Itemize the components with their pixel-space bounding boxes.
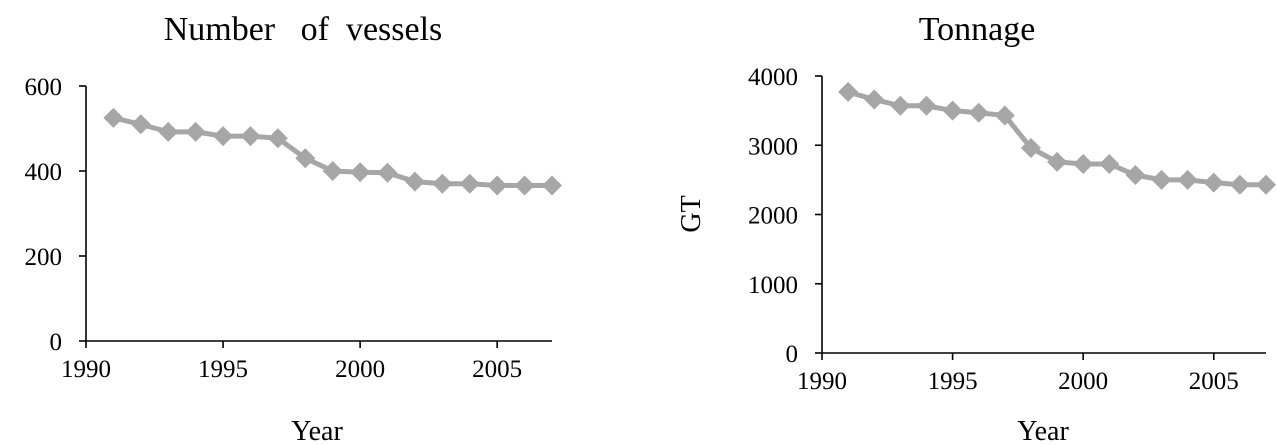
- x-tick-label: 1990: [797, 368, 847, 395]
- data-point-marker: [322, 161, 343, 181]
- data-point-marker: [185, 121, 206, 142]
- y-axis-ticks: 0 200 400 600: [25, 74, 86, 356]
- data-point-marker: [1073, 153, 1094, 174]
- data-point-marker: [459, 173, 480, 194]
- data-point-marker: [240, 126, 261, 147]
- data-point-marker: [1256, 174, 1276, 195]
- x-tick-label: 1990: [61, 356, 111, 383]
- x-tick-label: 2005: [1189, 368, 1239, 395]
- y-tick-label: 200: [25, 244, 63, 271]
- data-point-marker: [487, 175, 508, 196]
- data-point-marker: [994, 105, 1015, 126]
- series-layer: [103, 107, 562, 196]
- x-tick-label: 2000: [335, 356, 385, 383]
- x-tick-label: 2000: [1058, 368, 1108, 395]
- y-tick-label: 0: [50, 329, 63, 356]
- data-point-marker: [1203, 172, 1224, 193]
- data-point-marker: [432, 173, 453, 194]
- data-point-marker: [404, 171, 425, 192]
- y-tick-label: 600: [25, 74, 63, 101]
- data-point-marker: [864, 89, 885, 110]
- plot-area: 1990 1995 2000 2005 0 200 400 600: [25, 74, 562, 383]
- series-layer: [838, 81, 1276, 195]
- data-point-marker: [968, 102, 989, 123]
- x-axis-ticks: 1990 1995 2000 2005: [797, 353, 1239, 395]
- data-point-marker: [103, 107, 124, 128]
- data-point-marker: [1047, 151, 1068, 172]
- data-point-marker: [1177, 169, 1198, 190]
- data-point-marker: [1125, 165, 1146, 186]
- chart-number-of-vessels: Number of vessels 1990 1995 2000 2005 0 200 4…: [25, 11, 562, 445]
- data-point-marker: [838, 81, 859, 102]
- data-point-marker: [1151, 169, 1172, 190]
- y-tick-label: 2000: [748, 203, 798, 230]
- chart-tonnage: Tonnage 1990 1995 2000 2005 0 1000 2000 3000 40…: [676, 11, 1276, 445]
- y-tick-label: 4000: [748, 64, 798, 91]
- data-point-marker: [267, 128, 288, 149]
- data-point-marker: [377, 162, 398, 183]
- data-point-marker: [890, 95, 911, 116]
- data-point-marker: [1099, 153, 1120, 174]
- x-axis-label: Year: [1017, 416, 1069, 445]
- data-point-marker: [542, 175, 562, 196]
- y-axis-label: GT: [676, 195, 707, 232]
- y-axis-ticks: 0 1000 2000 3000 4000: [748, 64, 822, 368]
- y-tick-label: 0: [786, 341, 799, 368]
- data-point-marker: [916, 95, 937, 116]
- x-tick-label: 2005: [472, 356, 522, 383]
- x-tick-label: 1995: [198, 356, 248, 383]
- y-tick-label: 1000: [748, 272, 798, 299]
- chart-title: Tonnage: [919, 11, 1036, 48]
- data-point-marker: [514, 175, 535, 196]
- x-axis-ticks: 1990 1995 2000 2005: [61, 341, 522, 383]
- data-point-marker: [158, 121, 179, 142]
- x-tick-label: 1995: [928, 368, 978, 395]
- y-tick-label: 400: [25, 159, 63, 186]
- data-point-marker: [350, 162, 371, 183]
- y-tick-label: 3000: [748, 133, 798, 160]
- data-point-marker: [295, 148, 316, 169]
- data-point-marker: [130, 114, 151, 135]
- plot-area: 1990 1995 2000 2005 0 1000 2000 3000 4000: [748, 64, 1276, 395]
- data-point-marker: [213, 126, 234, 147]
- chart-title: Number of vessels: [164, 11, 443, 48]
- data-point-marker: [1229, 174, 1250, 195]
- data-point-marker: [942, 100, 963, 121]
- data-point-marker: [1020, 138, 1041, 159]
- x-axis-label: Year: [291, 416, 343, 445]
